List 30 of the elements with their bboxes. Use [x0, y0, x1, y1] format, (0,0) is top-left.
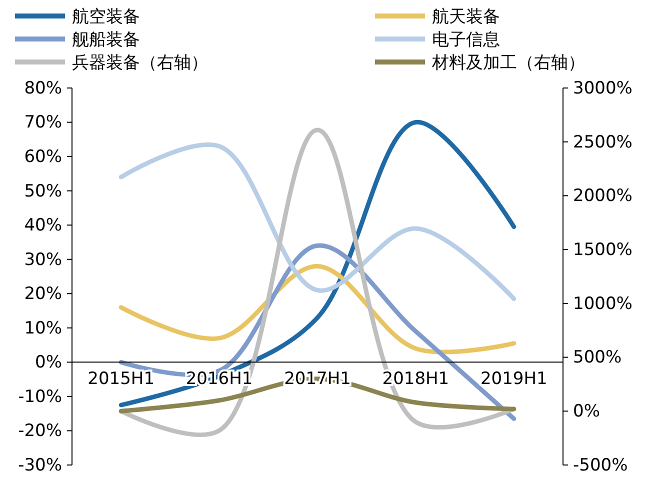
y-tick-label: -30% [18, 455, 62, 476]
y2-tick-label: 500% [573, 348, 622, 368]
x-tick-label: 2019H1 [480, 368, 548, 389]
x-tick-label: 2015H1 [88, 368, 155, 389]
y-tick-label: 20% [24, 284, 62, 304]
x-tick-label: 2018H1 [382, 368, 450, 389]
y2-tick-label: 1500% [573, 240, 632, 260]
legend-label: 航空装备 [72, 7, 140, 27]
y2-tick-label: 2000% [573, 186, 632, 206]
y-tick-label: -10% [18, 386, 62, 407]
y2-tick-label: 2500% [573, 132, 632, 152]
y2-tick-label: 0% [573, 402, 600, 422]
y-tick-label: 40% [24, 216, 62, 236]
y-tick-label: -20% [18, 421, 62, 442]
y2-tick-label: -500% [573, 455, 628, 476]
y-tick-label: 80% [24, 78, 62, 98]
legend-label: 航天装备 [432, 7, 500, 27]
y-tick-label: 60% [24, 146, 62, 167]
legend-label: 电子信息 [432, 30, 500, 50]
y2-tick-label: 1000% [573, 294, 632, 314]
y-tick-label: 10% [24, 318, 62, 338]
x-tick-label: 2017H1 [284, 368, 351, 389]
y-tick-label: 50% [24, 181, 62, 202]
y-tick-label: 30% [24, 250, 62, 270]
y-tick-label: 0% [35, 352, 62, 373]
legend-label: 舰船装备 [72, 30, 140, 50]
legend-label: 兵器装备（右轴） [72, 53, 208, 73]
y-tick-label: 70% [24, 112, 62, 133]
legend-label: 材料及加工（右轴） [431, 53, 585, 73]
y2-tick-label: 3000% [573, 78, 632, 98]
